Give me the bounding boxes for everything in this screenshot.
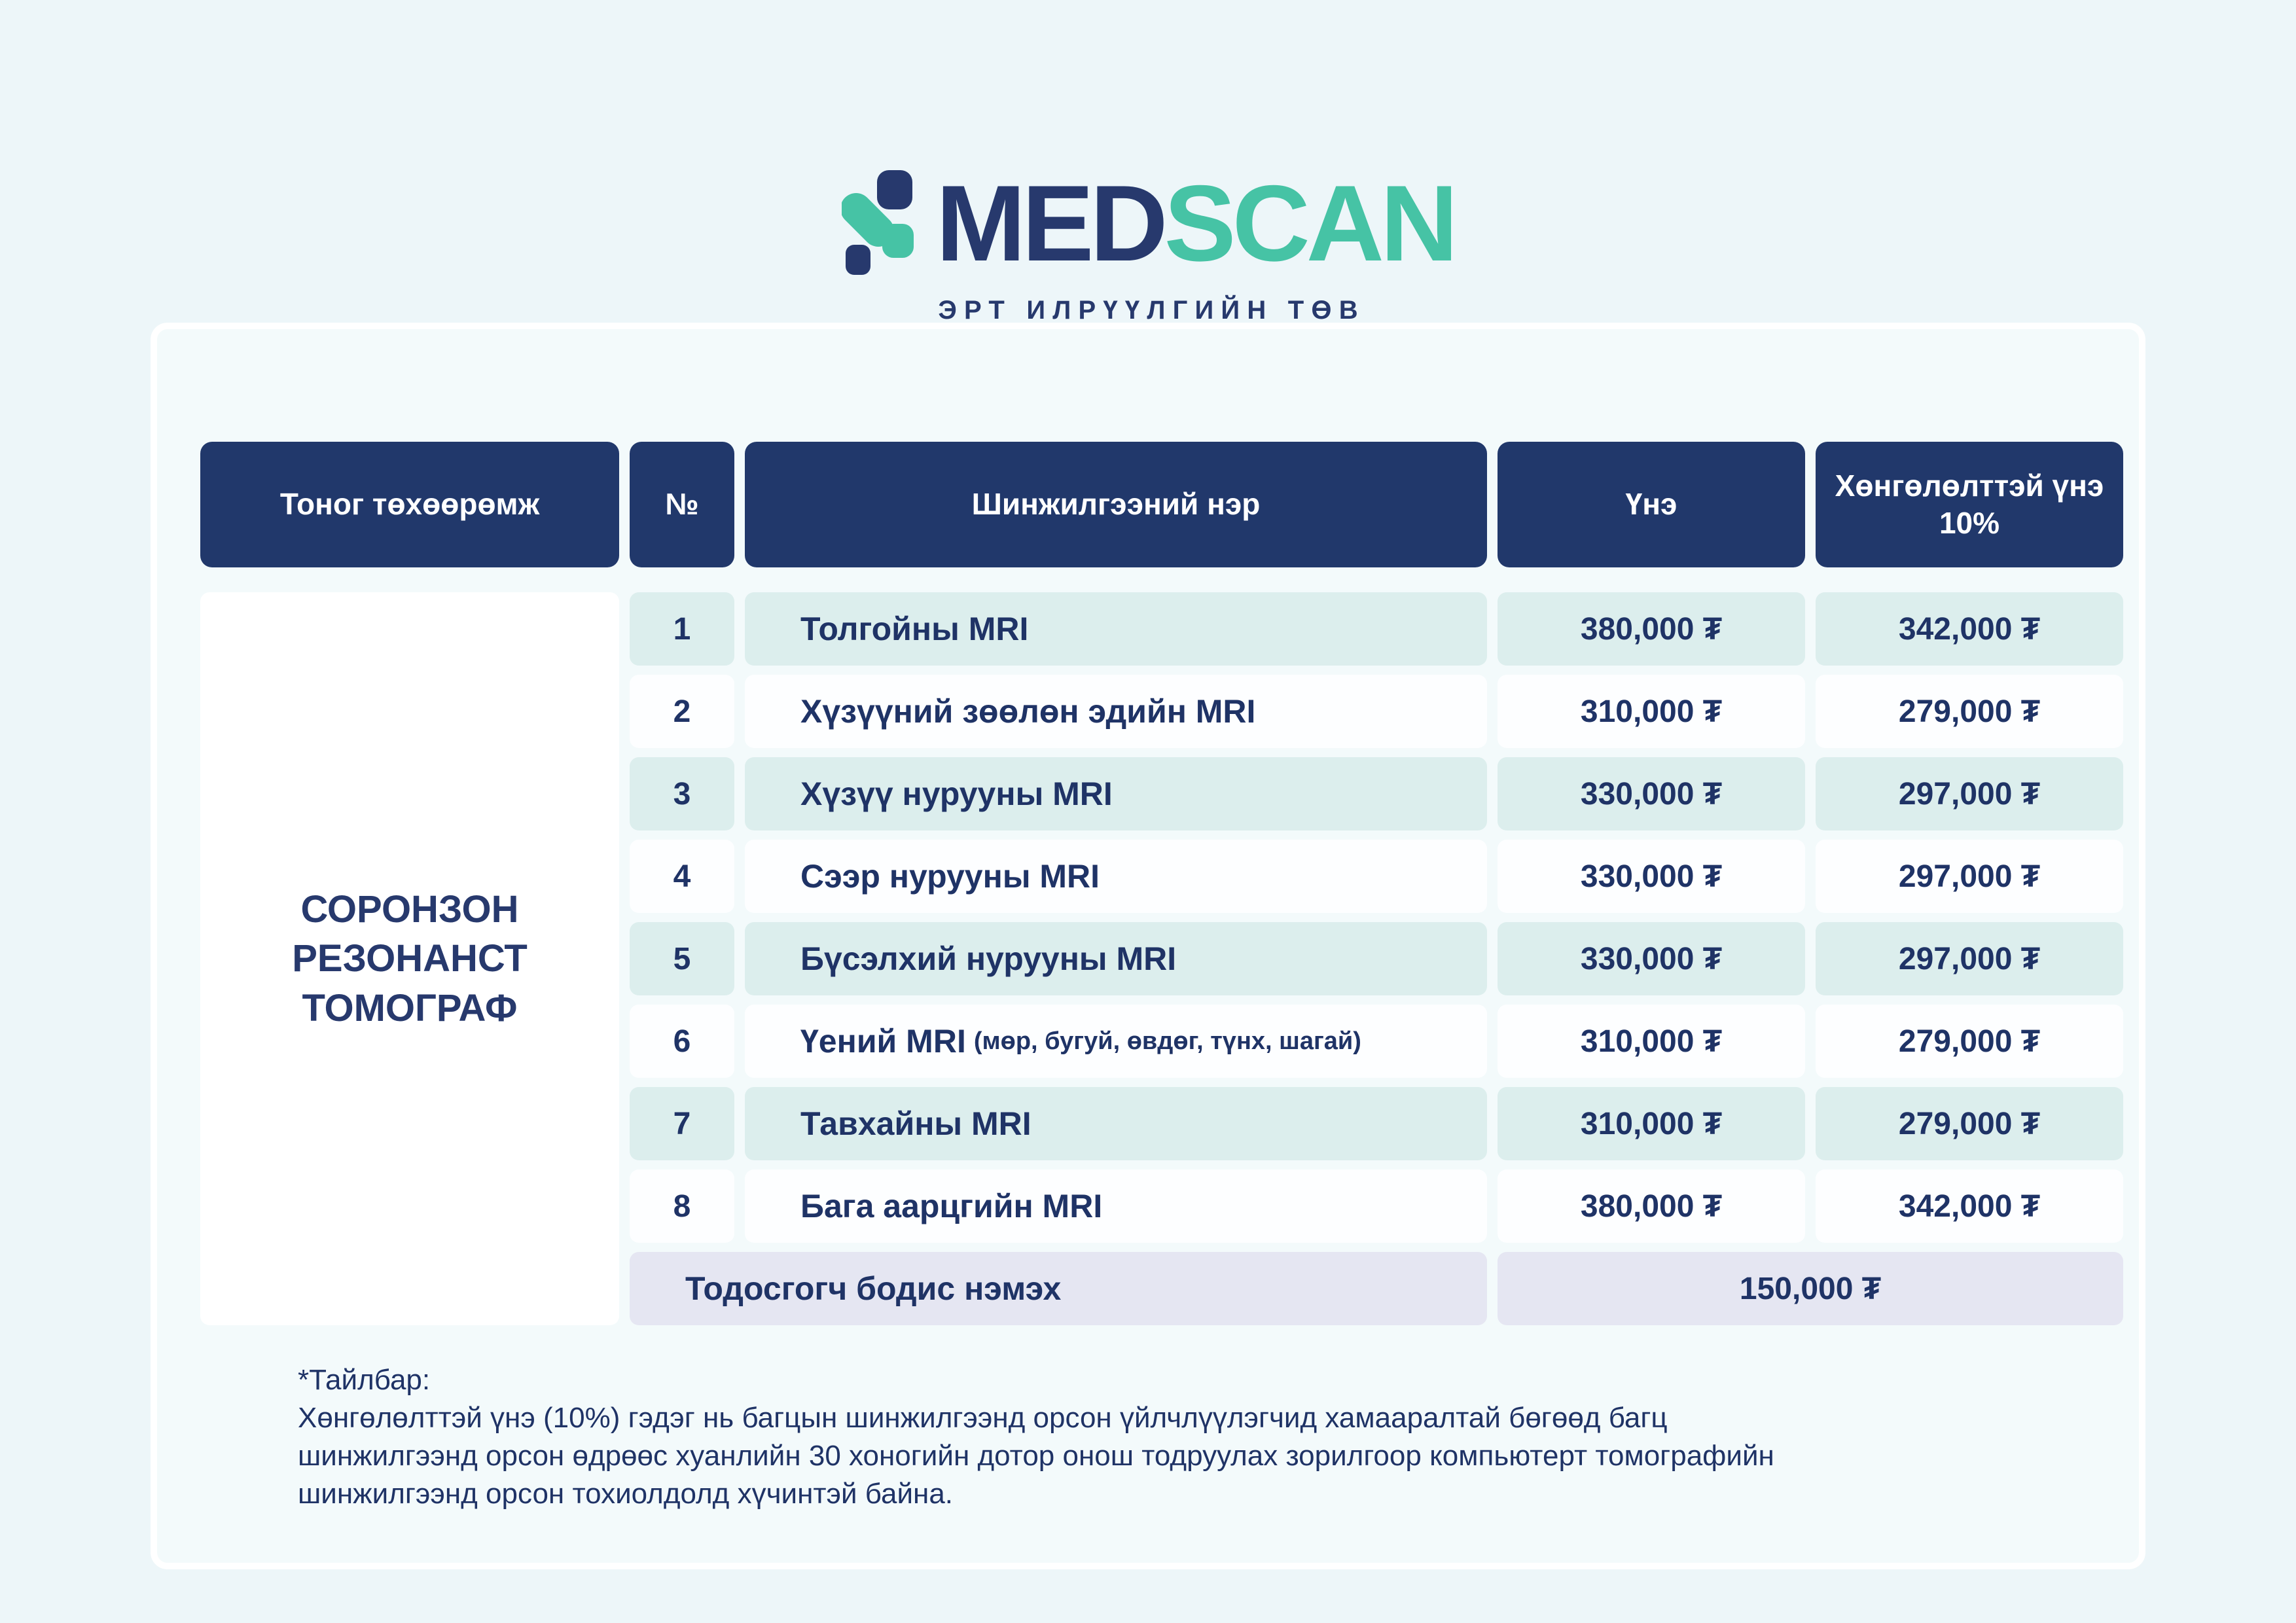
note-line-3: шинжилгээнд орсон тохиолдолд хүчинтэй ба… [298, 1478, 954, 1510]
row-1-price: 380,000 ₮ [1498, 592, 1805, 666]
row-2-price: 310,000 ₮ [1498, 675, 1805, 748]
row-8-service: Бага аарцгийн MRI [745, 1169, 1487, 1243]
row-8-service-name: Бага аарцгийн MRI [800, 1188, 1103, 1224]
row-7-discount: 279,000 ₮ [1816, 1087, 2123, 1160]
row-7-service-name: Тавхайны MRI [800, 1105, 1031, 1142]
row-4-service: Сээр нурууны MRI [745, 840, 1487, 913]
row-5-number: 5 [630, 922, 734, 995]
row-3-service: Хүзүү нурууны MRI [745, 757, 1487, 830]
footer-price: 150,000 ₮ [1498, 1252, 2123, 1325]
row-6-service: Үений MRI (мөр, бугуй, өвдөг, түнх, шагай… [745, 1005, 1487, 1078]
row-5-price: 330,000 ₮ [1498, 922, 1805, 995]
row-6-number: 6 [630, 1005, 734, 1078]
price-table: Тоног төхөөрөмж № Шинжилгээний нэр Үнэ Х… [200, 442, 2123, 1325]
row-5-discount: 297,000 ₮ [1816, 922, 2123, 995]
medscan-logo-icon [841, 170, 914, 275]
row-4-number: 4 [630, 840, 734, 913]
note-title: *Тайлбар: [298, 1364, 431, 1396]
brand-tagline: ЭРТ ИЛРҮҮЛГИЙН ТӨВ [938, 296, 1365, 325]
row-3-discount: 297,000 ₮ [1816, 757, 2123, 830]
brand-scan: SCAN [1164, 162, 1459, 283]
row-1-discount: 342,000 ₮ [1816, 592, 2123, 666]
header-price: Үнэ [1498, 442, 1805, 567]
row-6-price: 310,000 ₮ [1498, 1005, 1805, 1078]
footer-label: Тодосгогч бодис нэмэх [630, 1252, 1487, 1325]
row-6-service-detail: (мөр, бугуй, өвдөг, түнх, шагай) [973, 1027, 1361, 1055]
row-6-discount: 279,000 ₮ [1816, 1005, 2123, 1078]
row-4-service-name: Сээр нурууны MRI [800, 858, 1100, 895]
row-5-service: Бүсэлхий нурууны MRI [745, 922, 1487, 995]
logo-group: MEDSCAN ЭРТ ИЛРҮҮЛГИЙН ТӨВ [0, 164, 2296, 325]
equipment-cell: СОРОНЗОН РЕЗОНАНСТ ТОМОГРАФ [200, 592, 619, 1325]
brand-med: MED [935, 162, 1168, 283]
row-7-price: 310,000 ₮ [1498, 1087, 1805, 1160]
row-7-number: 7 [630, 1087, 734, 1160]
note-line-2: шинжилгээнд орсон өдрөөс хуанлийн 30 хон… [298, 1440, 1774, 1472]
header-equipment: Тоног төхөөрөмж [200, 442, 619, 567]
row-4-discount: 297,000 ₮ [1816, 840, 2123, 913]
row-2-number: 2 [630, 675, 734, 748]
row-3-service-name: Хүзүү нурууны MRI [800, 776, 1113, 812]
row-2-service: Хүзүүний зөөлөн эдийн MRI [745, 675, 1487, 748]
row-6-service-name: Үений MRI [800, 1023, 966, 1060]
header-discount: Хөнгөлөлттэй үнэ 10% [1816, 442, 2123, 567]
row-7-service: Тавхайны MRI [745, 1087, 1487, 1160]
row-8-number: 8 [630, 1169, 734, 1243]
note: *Тайлбар: Хөнгөлөлттэй үнэ (10%) гэдэг н… [298, 1361, 2065, 1513]
brand-wordmark: MEDSCAN [936, 169, 1458, 277]
note-line-1: Хөнгөлөлттэй үнэ (10%) гэдэг нь багцын ш… [298, 1402, 1668, 1435]
row-1-number: 1 [630, 592, 734, 666]
row-4-price: 330,000 ₮ [1498, 840, 1805, 913]
row-3-price: 330,000 ₮ [1498, 757, 1805, 830]
header-number: № [630, 442, 734, 567]
header-service: Шинжилгээний нэр [745, 442, 1487, 567]
row-2-service-name: Хүзүүний зөөлөн эдийн MRI [800, 693, 1256, 730]
logo-row: MEDSCAN [841, 164, 1458, 283]
row-1-service-name: Толгойны MRI [800, 611, 1029, 647]
row-2-discount: 279,000 ₮ [1816, 675, 2123, 748]
row-3-number: 3 [630, 757, 734, 830]
row-1-service: Толгойны MRI [745, 592, 1487, 666]
row-8-price: 380,000 ₮ [1498, 1169, 1805, 1243]
row-5-service-name: Бүсэлхий нурууны MRI [800, 940, 1177, 977]
row-8-discount: 342,000 ₮ [1816, 1169, 2123, 1243]
